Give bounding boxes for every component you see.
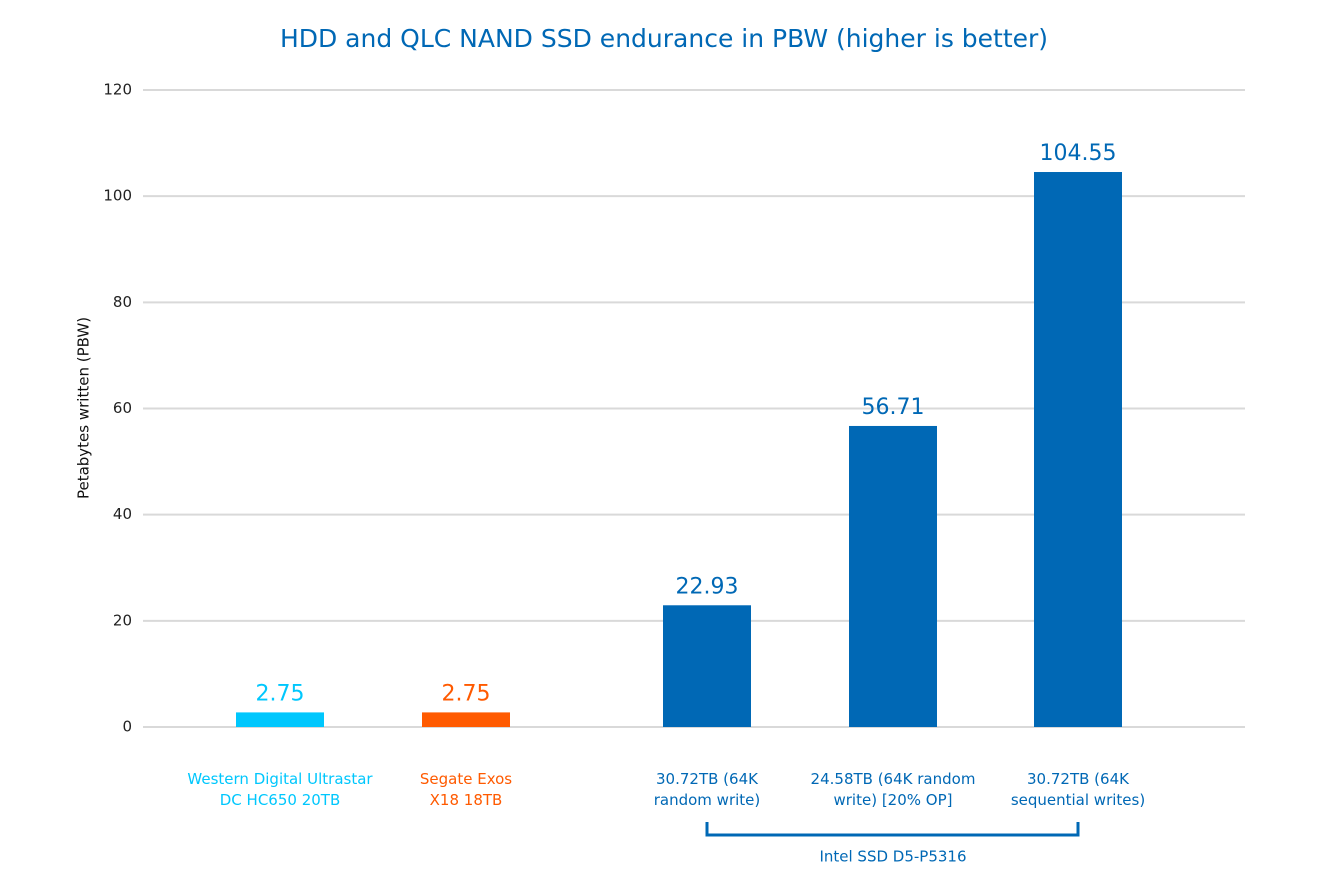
group-label: Intel SSD D5-P5316	[819, 848, 966, 866]
x-tick-label-line: DC HC650 20TB	[220, 791, 340, 809]
y-tick-label: 40	[113, 505, 132, 523]
bar	[422, 712, 510, 727]
x-tick-label-line: 24.58TB (64K random	[811, 770, 976, 788]
y-tick-label: 60	[113, 399, 132, 417]
x-tick-label-line: write) [20% OP]	[834, 791, 953, 809]
x-tick-label-line: 30.72TB (64K	[1027, 770, 1130, 788]
y-tick-label: 120	[103, 81, 132, 99]
x-tick-label-line: X18 18TB	[430, 791, 503, 809]
y-tick-label: 100	[103, 187, 132, 205]
value-label: 104.55	[1040, 141, 1117, 166]
chart-title: HDD and QLC NAND SSD endurance in PBW (h…	[280, 24, 1048, 53]
x-tick-label: Segate Exos X18 18TB	[420, 770, 512, 809]
y-tick-label: 0	[122, 718, 132, 736]
value-label: 2.75	[442, 681, 491, 706]
x-tick-label-line: 30.72TB (64K	[656, 770, 759, 788]
y-axis-label: Petabytes written (PBW)	[75, 317, 93, 499]
group-bracket	[705, 822, 1080, 837]
bar	[1034, 172, 1122, 728]
bar	[236, 712, 324, 727]
bar	[663, 605, 751, 727]
x-tick-label-line: Western Digital Ultrastar	[187, 770, 373, 788]
x-tick-label-line: Segate Exos	[420, 770, 512, 788]
x-tick-label: 30.72TB (64K sequential writes)	[1011, 770, 1145, 809]
bar	[849, 425, 937, 727]
x-tick-label: Western Digital Ultrastar DC HC650 20TB	[187, 770, 373, 809]
value-label: 22.93	[676, 574, 739, 599]
x-tick-label: 24.58TB (64K random write) [20% OP]	[811, 770, 976, 809]
x-tick-label-line: sequential writes)	[1011, 791, 1145, 809]
y-tick-label: 20	[113, 611, 132, 629]
x-tick-label: 30.72TB (64K random write)	[654, 770, 761, 809]
value-label: 2.75	[256, 681, 305, 706]
x-tick-label-line: random write)	[654, 791, 761, 809]
value-label: 56.71	[862, 395, 925, 420]
y-tick-label: 80	[113, 293, 132, 311]
